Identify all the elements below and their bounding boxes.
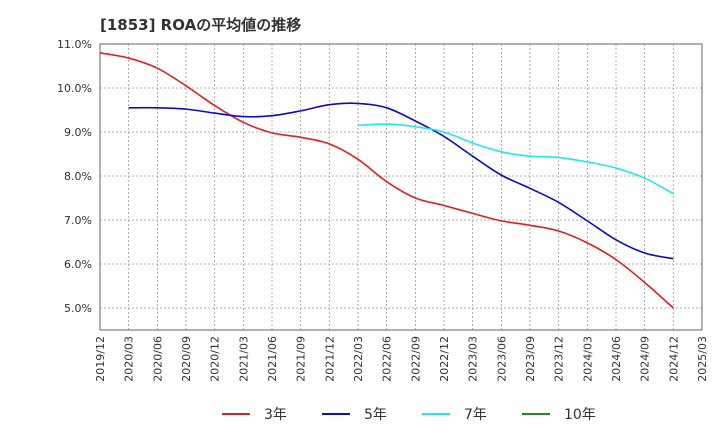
y-tick-label: 10.0% — [57, 82, 92, 95]
series-line-1 — [99, 52, 674, 309]
x-tick-label: 2022/09 — [409, 336, 422, 382]
x-tick-label: 2023/06 — [495, 336, 508, 382]
x-tick-label: 2024/03 — [581, 336, 594, 382]
x-tick-label: 2022/12 — [438, 336, 451, 382]
legend-label: 10年 — [564, 407, 596, 423]
plot-frame — [99, 43, 703, 331]
x-tick-label: 2025/03 — [696, 336, 709, 382]
x-tick-label: 2021/09 — [295, 336, 308, 382]
x-tick-label: 2024/12 — [667, 336, 680, 382]
x-tick-label: 2020/12 — [209, 336, 222, 382]
x-tick-label: 2020/06 — [151, 336, 164, 382]
grid-lines — [99, 43, 703, 330]
x-tick-label: 2019/12 — [94, 336, 107, 382]
x-tick-label: 2022/03 — [352, 336, 365, 382]
x-tick-label: 2020/09 — [180, 336, 193, 382]
series-line-2 — [128, 102, 674, 260]
x-tick-label: 2023/12 — [553, 336, 566, 382]
y-tick-label: 5.0% — [64, 302, 92, 315]
series-lines — [99, 52, 674, 309]
x-tick-label: 2022/06 — [381, 336, 394, 382]
plot-border — [99, 43, 703, 331]
legend-label: 3年 — [264, 407, 287, 423]
y-tick-label: 7.0% — [64, 214, 92, 227]
y-tick-label: 6.0% — [64, 258, 92, 271]
x-tick-label: 2021/06 — [266, 336, 279, 382]
x-tick-label: 2021/03 — [237, 336, 250, 382]
x-tick-label: 2024/06 — [610, 336, 623, 382]
y-tick-label: 9.0% — [64, 126, 92, 139]
legend-label: 7年 — [464, 407, 487, 423]
y-tick-label: 11.0% — [57, 38, 92, 51]
x-axis-ticks: 2019/12 2020/03 2020/06 2020/09 2020/12 2021/… — [94, 336, 709, 382]
x-tick-label: 2024/09 — [639, 336, 652, 382]
legend: 3年 5年 7年 10年 — [222, 407, 596, 423]
x-tick-label: 2021/12 — [323, 336, 336, 382]
series-line-3 — [357, 123, 674, 195]
y-axis-ticks: 11.0% 10.0% 9.0% 8.0% 7.0% 6.0% 5.0% — [57, 38, 92, 315]
legend-label: 5年 — [364, 407, 387, 423]
x-tick-label: 2023/09 — [524, 336, 537, 382]
x-tick-label: 2023/03 — [467, 336, 480, 382]
chart-title: [1853] ROAの平均値の推移 — [100, 16, 302, 34]
y-tick-label: 8.0% — [64, 170, 92, 183]
x-tick-label: 2020/03 — [123, 336, 136, 382]
